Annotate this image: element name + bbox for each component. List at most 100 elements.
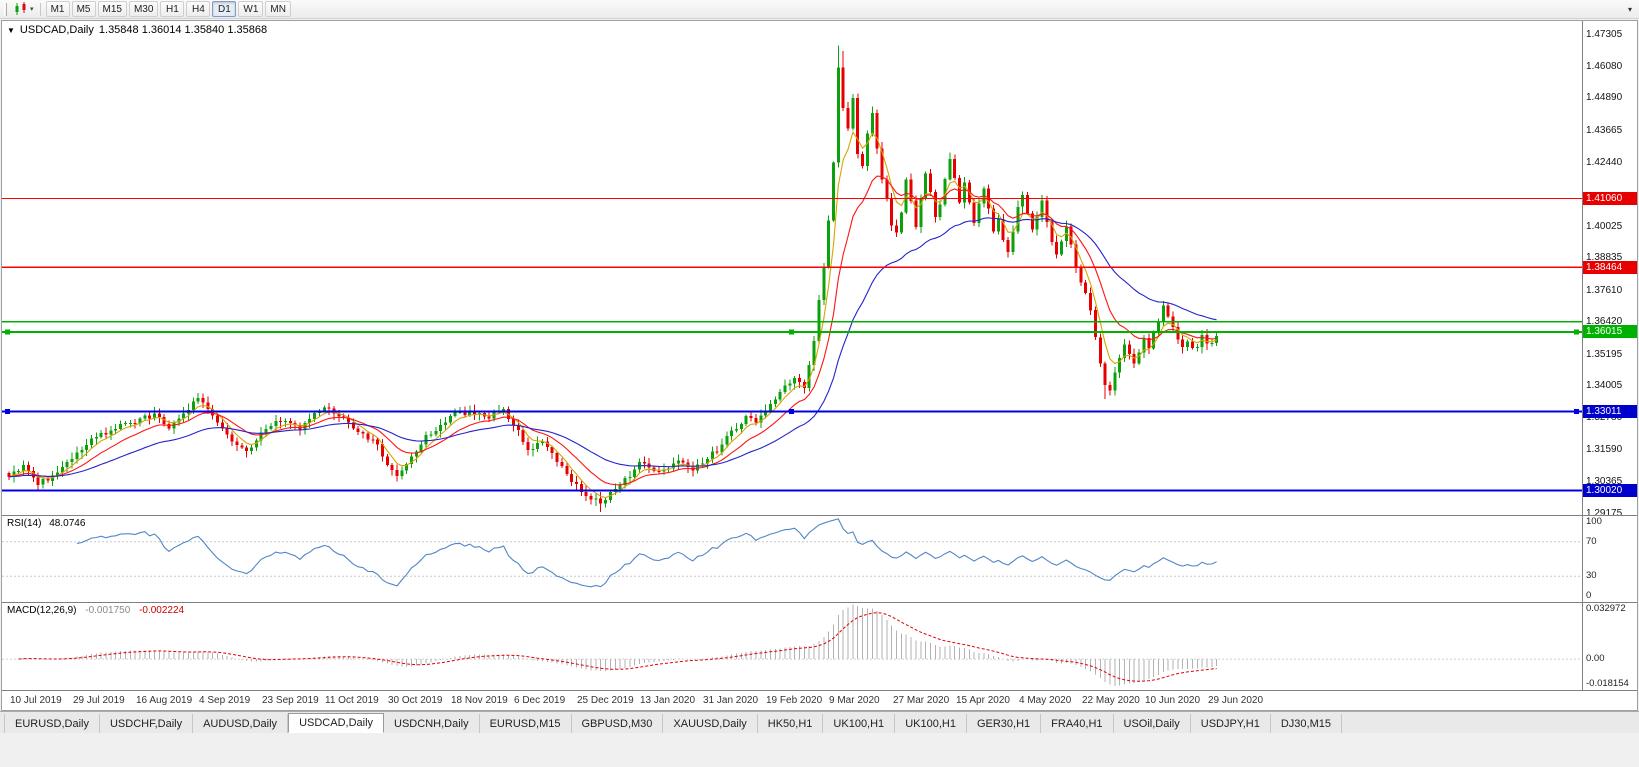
chart-symbol-label: USDCAD,Daily (19, 24, 94, 36)
chart-tab-bar: EURUSD,Daily USDCHF,Daily AUDUSD,Daily USDC… (0, 711, 1639, 733)
date-axis-label: 19 Feb 2020 (766, 695, 823, 706)
date-axis-label: 31 Jan 2020 (703, 695, 759, 706)
timeframe-button-MN[interactable]: MN (265, 1, 291, 17)
chart-ohlc-values: 1.35848 1.36014 1.35840 1.35868 (98, 24, 268, 36)
price-axis-label: 1.35195 (1586, 349, 1623, 360)
chart-tab-HK50-H1[interactable]: HK50,H1 (758, 714, 824, 733)
timeframe-toolbar: ▾ M1 M5 M15 M30 H1 H4 D1 W1 MN ▾ (0, 0, 1639, 19)
chart-tab-USDCHF-Daily[interactable]: USDCHF,Daily (100, 714, 194, 733)
chart-tab-EURUSD-Daily[interactable]: EURUSD,Daily (4, 714, 100, 733)
rsi-indicator-name: RSI(14) (7, 518, 42, 529)
chart-tab-USDCAD-Daily[interactable]: USDCAD,Daily (288, 713, 385, 733)
price-axis-label: 1.46080 (1586, 61, 1623, 72)
rsi-axis-label: 100 (1586, 516, 1602, 527)
macd-plot[interactable]: MACD(12,26,9) -0.001750 -0.002224 (2, 603, 1582, 690)
macd-panel: MACD(12,26,9) -0.001750 -0.002224 0.0329… (2, 602, 1637, 690)
macd-main-value: -0.001750 (85, 605, 131, 616)
timeframe-button-M5[interactable]: M5 (71, 1, 96, 17)
date-axis-label: 13 Jan 2020 (640, 695, 696, 706)
price-axis-label: 1.34005 (1586, 380, 1623, 391)
chart-tab-GER30-H1[interactable]: GER30,H1 (967, 714, 1042, 733)
chart-tab-FRA40-H1[interactable]: FRA40,H1 (1041, 714, 1114, 733)
timeframe-buttons: M1 M5 M15 M30 H1 H4 D1 W1 MN (45, 1, 292, 17)
date-axis-label: 30 Oct 2019 (388, 695, 443, 706)
price-line-label: 1.33011 (1583, 405, 1637, 418)
date-axis-label: 6 Dec 2019 (514, 695, 566, 706)
rsi-plot[interactable]: RSI(14) 48.0746 (2, 516, 1582, 602)
rsi-label: RSI(14) 48.0746 (7, 518, 85, 529)
timeframe-button-M15[interactable]: M15 (97, 1, 127, 17)
price-axis-label: 1.29175 (1586, 508, 1623, 515)
candlestick-icon (15, 2, 26, 15)
date-axis-label: 9 Mar 2020 (829, 695, 880, 706)
toolbar-separator (39, 2, 41, 16)
price-line-label: 1.41060 (1583, 192, 1637, 205)
date-axis-label: 16 Aug 2019 (136, 695, 193, 706)
price-chart-plot[interactable]: ▼ USDCAD,Daily 1.35848 1.36014 1.35840 1… (2, 21, 1582, 515)
timeframe-button-D1[interactable]: D1 (212, 1, 237, 17)
macd-axis-label: -0.018154 (1586, 678, 1629, 689)
price-line-label: 1.30020 (1583, 484, 1637, 497)
date-axis[interactable]: 10 Jul 2019 29 Jul 2019 16 Aug 2019 4 Sep 2… (2, 690, 1637, 710)
price-axis-label: 1.37610 (1586, 285, 1623, 296)
date-axis-label: 29 Jun 2020 (1208, 695, 1264, 706)
timeframe-button-H1[interactable]: H1 (160, 1, 185, 17)
chart-tab-UK100-H1[interactable]: UK100,H1 (895, 714, 967, 733)
price-axis[interactable]: 1.47305 1.46080 1.44890 1.43665 1.42440 1.400… (1582, 21, 1637, 515)
price-axis-label: 1.30365 (1586, 476, 1623, 487)
date-axis-label: 10 Jun 2020 (1145, 695, 1201, 706)
price-axis-label: 1.42440 (1586, 157, 1623, 168)
date-axis-label: 23 Sep 2019 (262, 695, 319, 706)
window-bottom-area (0, 733, 1639, 767)
price-axis-label: 1.38835 (1586, 252, 1623, 263)
date-axis-label: 10 Jul 2019 (10, 695, 62, 706)
toolbar-overflow-button[interactable]: ▾ (1627, 4, 1632, 14)
macd-signal-value: -0.002224 (139, 605, 185, 616)
chart-tab-DJ30-M15[interactable]: DJ30,M15 (1271, 714, 1342, 733)
chart-tab-EURUSD-M15[interactable]: EURUSD,M15 (480, 714, 572, 733)
timeframe-button-H4[interactable]: H4 (186, 1, 211, 17)
chevron-down-icon: ▾ (30, 6, 34, 13)
chart-tab-UK100-H1[interactable]: UK100,H1 (823, 714, 896, 733)
rsi-axis-label: 30 (1586, 570, 1597, 581)
rsi-value: 48.0746 (49, 518, 86, 529)
chart-tab-GBPUSD-M30[interactable]: GBPUSD,M30 (572, 714, 664, 733)
main-price-pane: ▼ USDCAD,Daily 1.35848 1.36014 1.35840 1… (2, 21, 1637, 515)
chart-tab-USDJPY-H1[interactable]: USDJPY,H1 (1191, 714, 1271, 733)
price-line-label: 1.38464 (1583, 261, 1637, 274)
rsi-axis-label: 0 (1586, 590, 1592, 601)
rsi-axis-label: 70 (1586, 536, 1597, 547)
price-axis-label: 1.31590 (1586, 444, 1623, 455)
date-axis-label: 4 Sep 2019 (199, 695, 251, 706)
price-axis-label: 1.44890 (1586, 92, 1623, 103)
date-axis-label: 25 Dec 2019 (577, 695, 634, 706)
rsi-panel: RSI(14) 48.0746 100 70 30 0 (2, 515, 1637, 602)
date-axis-label: 11 Oct 2019 (325, 695, 379, 706)
rsi-axis[interactable]: 100 70 30 0 (1582, 516, 1637, 602)
chart-tab-USDCNH-Daily[interactable]: USDCNH,Daily (384, 714, 480, 733)
date-axis-label: 4 May 2020 (1019, 695, 1072, 706)
timeframe-button-M30[interactable]: M30 (128, 1, 159, 17)
chart-tab-XAUUSD-Daily[interactable]: XAUUSD,Daily (663, 714, 758, 733)
price-axis-label: 1.43665 (1586, 125, 1623, 136)
toolbar-grip[interactable] (4, 2, 7, 16)
chart-period-icon[interactable]: ▾ (11, 1, 36, 17)
timeframe-button-W1[interactable]: W1 (238, 1, 264, 17)
chart-tab-USOil-Daily[interactable]: USOil,Daily (1114, 714, 1191, 733)
macd-axis[interactable]: 0.032972 0.00 -0.018154 (1582, 603, 1637, 690)
date-axis-label: 15 Apr 2020 (956, 695, 1010, 706)
macd-axis-label: 0.00 (1586, 653, 1605, 664)
date-axis-label: 29 Jul 2019 (73, 695, 125, 706)
timeframe-button-M1[interactable]: M1 (45, 1, 70, 17)
date-axis-label: 18 Nov 2019 (451, 695, 508, 706)
symbol-dropdown-icon[interactable]: ▼ (7, 25, 15, 35)
macd-axis-label: 0.032972 (1586, 603, 1626, 614)
chart-tab-AUDUSD-Daily[interactable]: AUDUSD,Daily (193, 714, 289, 733)
date-axis-label: 22 May 2020 (1082, 695, 1140, 706)
macd-indicator-name: MACD(12,26,9) (7, 605, 77, 616)
price-line-label: 1.36015 (1583, 325, 1637, 338)
price-axis-label: 1.36420 (1586, 316, 1623, 327)
price-axis-label: 1.40025 (1586, 221, 1623, 232)
chart-title: ▼ USDCAD,Daily 1.35848 1.36014 1.35840 1… (7, 24, 267, 36)
